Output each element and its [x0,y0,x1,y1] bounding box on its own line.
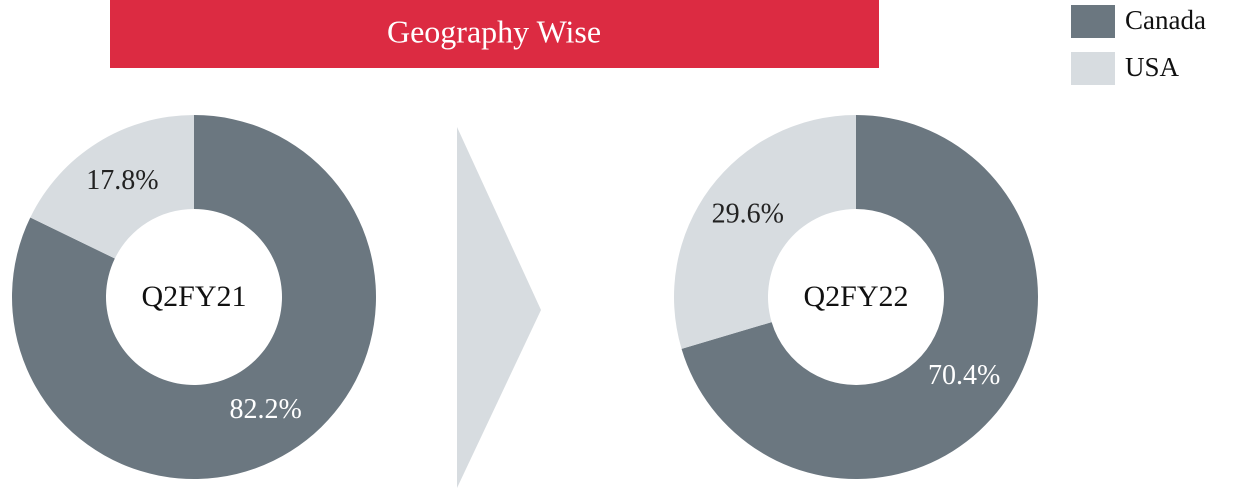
data-label: 82.2% [229,394,301,425]
legend-swatch [1071,5,1115,38]
data-label: 70.4% [928,360,1000,391]
legend-label: Canada [1125,5,1206,35]
title-banner [110,0,879,68]
donut-segment [12,115,377,479]
legend-label: USA [1125,52,1180,82]
center-label: Q2FY21 [141,280,246,313]
arrow [457,127,541,488]
data-label: 17.8% [86,165,158,196]
donut-segment [30,115,195,259]
data-label: 29.6% [712,199,784,230]
donut-segment [674,115,856,349]
donut-segment [681,115,1038,479]
center-label: Q2FY22 [803,280,908,313]
legend-swatch [1071,52,1115,85]
chart-title: Geography Wise [387,13,601,49]
